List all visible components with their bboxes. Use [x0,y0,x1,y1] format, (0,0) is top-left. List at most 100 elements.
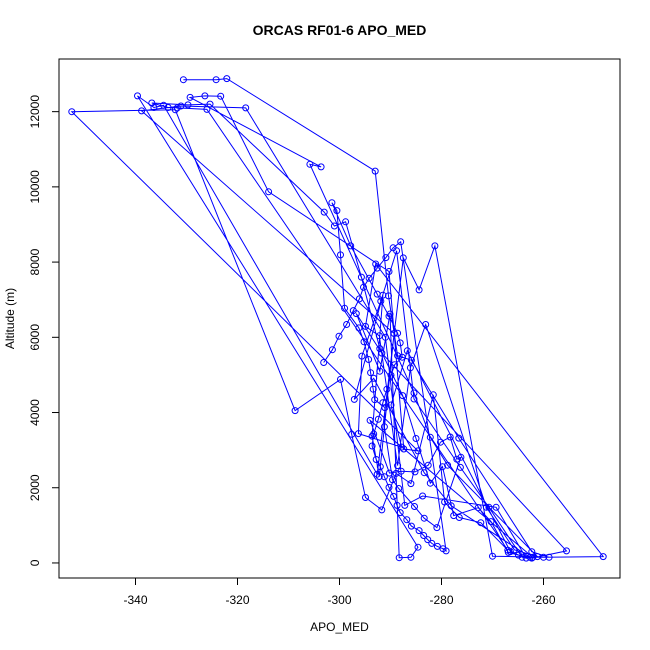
data-point [371,396,379,404]
data-point [415,286,423,294]
data-point [354,430,362,438]
data-point [387,371,395,379]
data-point [370,374,378,382]
data-point [212,76,220,84]
data-point [342,218,350,226]
data-point [420,532,428,539]
data-point [350,395,358,403]
data-point [414,543,422,551]
data-point [349,307,357,315]
data-point [385,483,393,491]
data-point [347,242,355,250]
data-point [441,498,449,506]
data-point [360,338,368,346]
data-point [382,254,390,262]
data-point [385,268,393,275]
data-point [415,527,423,535]
data-point [407,356,415,364]
data-point [397,238,405,246]
data-point [217,92,225,100]
data-point [337,251,344,259]
data-point [317,163,325,171]
data-point [330,222,338,230]
data-point [396,339,404,347]
data-point [456,463,464,471]
data-point [365,356,373,363]
data-point [389,244,397,252]
data-point [457,453,465,461]
data-point [355,295,363,303]
data-point [411,468,419,476]
x-tick-label: -340 [123,593,147,607]
data-point [397,467,405,475]
data-point [422,321,430,328]
data-point [390,330,398,337]
x-tick-label: -280 [429,593,453,607]
data-point [424,536,432,544]
series-points [68,75,607,562]
data-point [398,353,406,361]
data-point [171,106,179,114]
data-point [403,347,411,355]
data-point [373,264,381,272]
data-point [366,416,374,424]
data-point [380,473,388,481]
data-point [355,324,363,332]
data-point [411,503,418,510]
data-point [400,445,408,453]
data-point [265,188,273,196]
y-tick-label: 2000 [28,474,42,501]
y-tick-label: 12000 [28,95,42,129]
y-axis: 0 2000 4000 6000 8000 10000 12000 [28,95,60,566]
data-point [337,375,344,383]
data-point [335,332,343,340]
data-point [399,254,407,262]
data-point [372,456,380,463]
data-point [383,385,391,393]
data-point [420,469,428,477]
data-point [328,346,336,354]
data-point [343,321,351,328]
data-point [362,322,369,330]
data-point [291,407,299,415]
y-tick-label: 6000 [28,324,42,351]
data-point [394,352,402,360]
data-point [373,290,381,298]
data-point [393,501,401,509]
data-point [396,509,404,517]
data-point [328,199,336,207]
data-point [391,361,399,369]
data-point [201,92,209,100]
data-point [369,385,377,393]
data-point [164,104,172,111]
data-point [401,501,409,509]
y-tick-label: 4000 [28,399,42,426]
data-point [399,392,407,400]
data-point [533,553,541,561]
x-tick-label: -300 [327,593,351,607]
data-point [529,553,537,561]
data-point [420,514,428,522]
data-point [442,547,450,555]
data-point [203,105,211,113]
data-point [433,524,441,532]
data-point [376,367,384,375]
data-point [453,455,461,463]
data-point [375,332,383,340]
data-point [320,359,328,366]
data-point [362,494,369,501]
data-point [367,369,375,377]
data-point [368,442,376,450]
data-point [206,100,214,108]
data-point [485,503,493,511]
data-point [389,476,396,484]
data-point [380,423,388,431]
data-point [410,389,418,397]
data-point [431,242,439,250]
data-point [474,504,482,512]
data-point [407,480,415,488]
data-point [426,433,434,441]
data-point [428,539,436,547]
